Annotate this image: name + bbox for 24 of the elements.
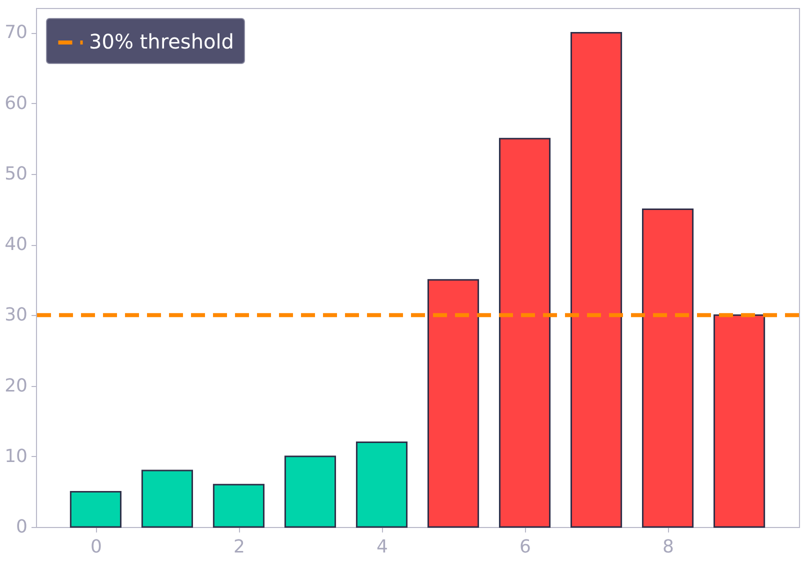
bar xyxy=(70,490,122,528)
bar xyxy=(642,208,694,528)
bar xyxy=(714,314,766,528)
x-tick-label: 6 xyxy=(520,536,531,558)
y-tick-label: 50 xyxy=(4,163,28,184)
bar xyxy=(427,279,480,528)
bar xyxy=(284,456,336,528)
y-tick-label: 30 xyxy=(4,304,28,326)
bar xyxy=(498,138,551,528)
legend-label: 30% threshold xyxy=(89,30,234,54)
x-tick-label: 8 xyxy=(662,536,674,558)
y-tick-label: 10 xyxy=(4,446,28,467)
bar xyxy=(141,470,193,528)
x-tick-label: 4 xyxy=(376,536,388,558)
y-tick-label: 20 xyxy=(4,375,28,396)
bar xyxy=(570,32,622,528)
y-tick-label: 0 xyxy=(16,516,28,538)
bar xyxy=(356,442,408,528)
y-tick-label: 70 xyxy=(4,22,28,44)
y-tick-label: 60 xyxy=(4,92,28,114)
x-tick-label: 2 xyxy=(234,536,245,558)
x-tick-label: 0 xyxy=(90,536,102,558)
y-tick-label: 40 xyxy=(4,234,28,256)
bar xyxy=(212,484,265,528)
